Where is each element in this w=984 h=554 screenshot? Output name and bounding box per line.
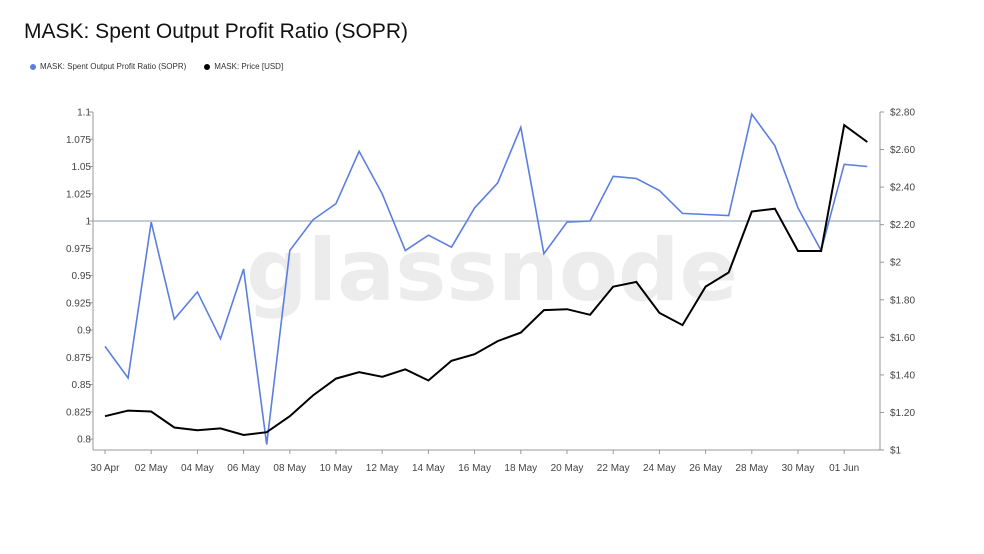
x-tick-label: 04 May: [181, 463, 214, 474]
legend: MASK: Spent Output Profit Ratio (SOPR) M…: [30, 62, 283, 71]
right-tick-label: $1.20: [890, 408, 915, 419]
x-tick-label: 12 May: [366, 463, 399, 474]
right-tick-label: $2.80: [890, 108, 915, 119]
right-tick-label: $2.40: [890, 183, 915, 194]
left-tick-label: 0.9: [77, 326, 91, 337]
x-tick-label: 06 May: [227, 463, 260, 474]
right-tick-label: $1: [890, 446, 902, 457]
left-tick-label: 0.85: [72, 380, 92, 391]
x-tick-label: 24 May: [643, 463, 676, 474]
legend-item-price[interactable]: MASK: Price [USD]: [204, 62, 283, 71]
legend-dot-sopr: [30, 63, 36, 70]
right-tick-label: $2: [890, 258, 902, 269]
right-tick-label: $1.80: [890, 295, 915, 306]
x-tick-label: 08 May: [273, 463, 306, 474]
right-tick-label: $1.60: [890, 333, 915, 344]
x-tick-label: 18 May: [504, 463, 537, 474]
left-tick-label: 1.05: [72, 162, 92, 173]
legend-item-sopr[interactable]: MASK: Spent Output Profit Ratio (SOPR): [30, 62, 186, 71]
x-tick-label: 01 Jun: [829, 463, 859, 474]
left-tick-label: 1.025: [66, 189, 91, 200]
x-tick-label: 30 May: [782, 463, 815, 474]
left-tick-label: 0.925: [66, 298, 91, 309]
x-tick-label: 28 May: [735, 463, 768, 474]
legend-label-price: MASK: Price [USD]: [214, 62, 284, 71]
x-tick-label: 10 May: [320, 463, 353, 474]
left-tick-label: 0.95: [72, 271, 92, 282]
left-tick-label: 1.075: [66, 135, 91, 146]
left-tick-label: 0.825: [66, 407, 91, 418]
left-tick-label: 1.1: [77, 108, 91, 119]
x-tick-label: 26 May: [689, 463, 722, 474]
series-line-sopr: [104, 112, 868, 445]
series-line-price: [104, 123, 868, 437]
left-tick-label: 0.975: [66, 244, 91, 255]
x-tick-label: 16 May: [458, 463, 491, 474]
x-tick-label: 14 May: [412, 463, 445, 474]
axes: 1.1 1.075 1.05 1.025 1 0.975 0.95 0.925 0.9 0.875…: [66, 108, 915, 475]
left-tick-label: 0.8: [77, 435, 91, 446]
legend-dot-price: [204, 63, 211, 70]
legend-label-sopr: MASK: Spent Output Profit Ratio (SOPR): [40, 62, 187, 71]
x-tick-label: 02 May: [135, 463, 168, 474]
left-tick-label: 1: [85, 217, 91, 228]
x-tick-label: 22 May: [597, 463, 630, 474]
x-tick-label: 20 May: [551, 463, 584, 474]
x-tick-label: 30 Apr: [91, 463, 121, 474]
right-tick-label: $2.60: [890, 145, 915, 156]
watermark: glassnode: [246, 221, 738, 321]
chart-title: MASK: Spent Output Profit Ratio (SOPR): [24, 20, 408, 43]
right-tick-label: $1.40: [890, 370, 915, 381]
left-tick-label: 0.875: [66, 353, 91, 364]
right-tick-label: $2.20: [890, 220, 915, 231]
series-layer: [104, 112, 868, 445]
